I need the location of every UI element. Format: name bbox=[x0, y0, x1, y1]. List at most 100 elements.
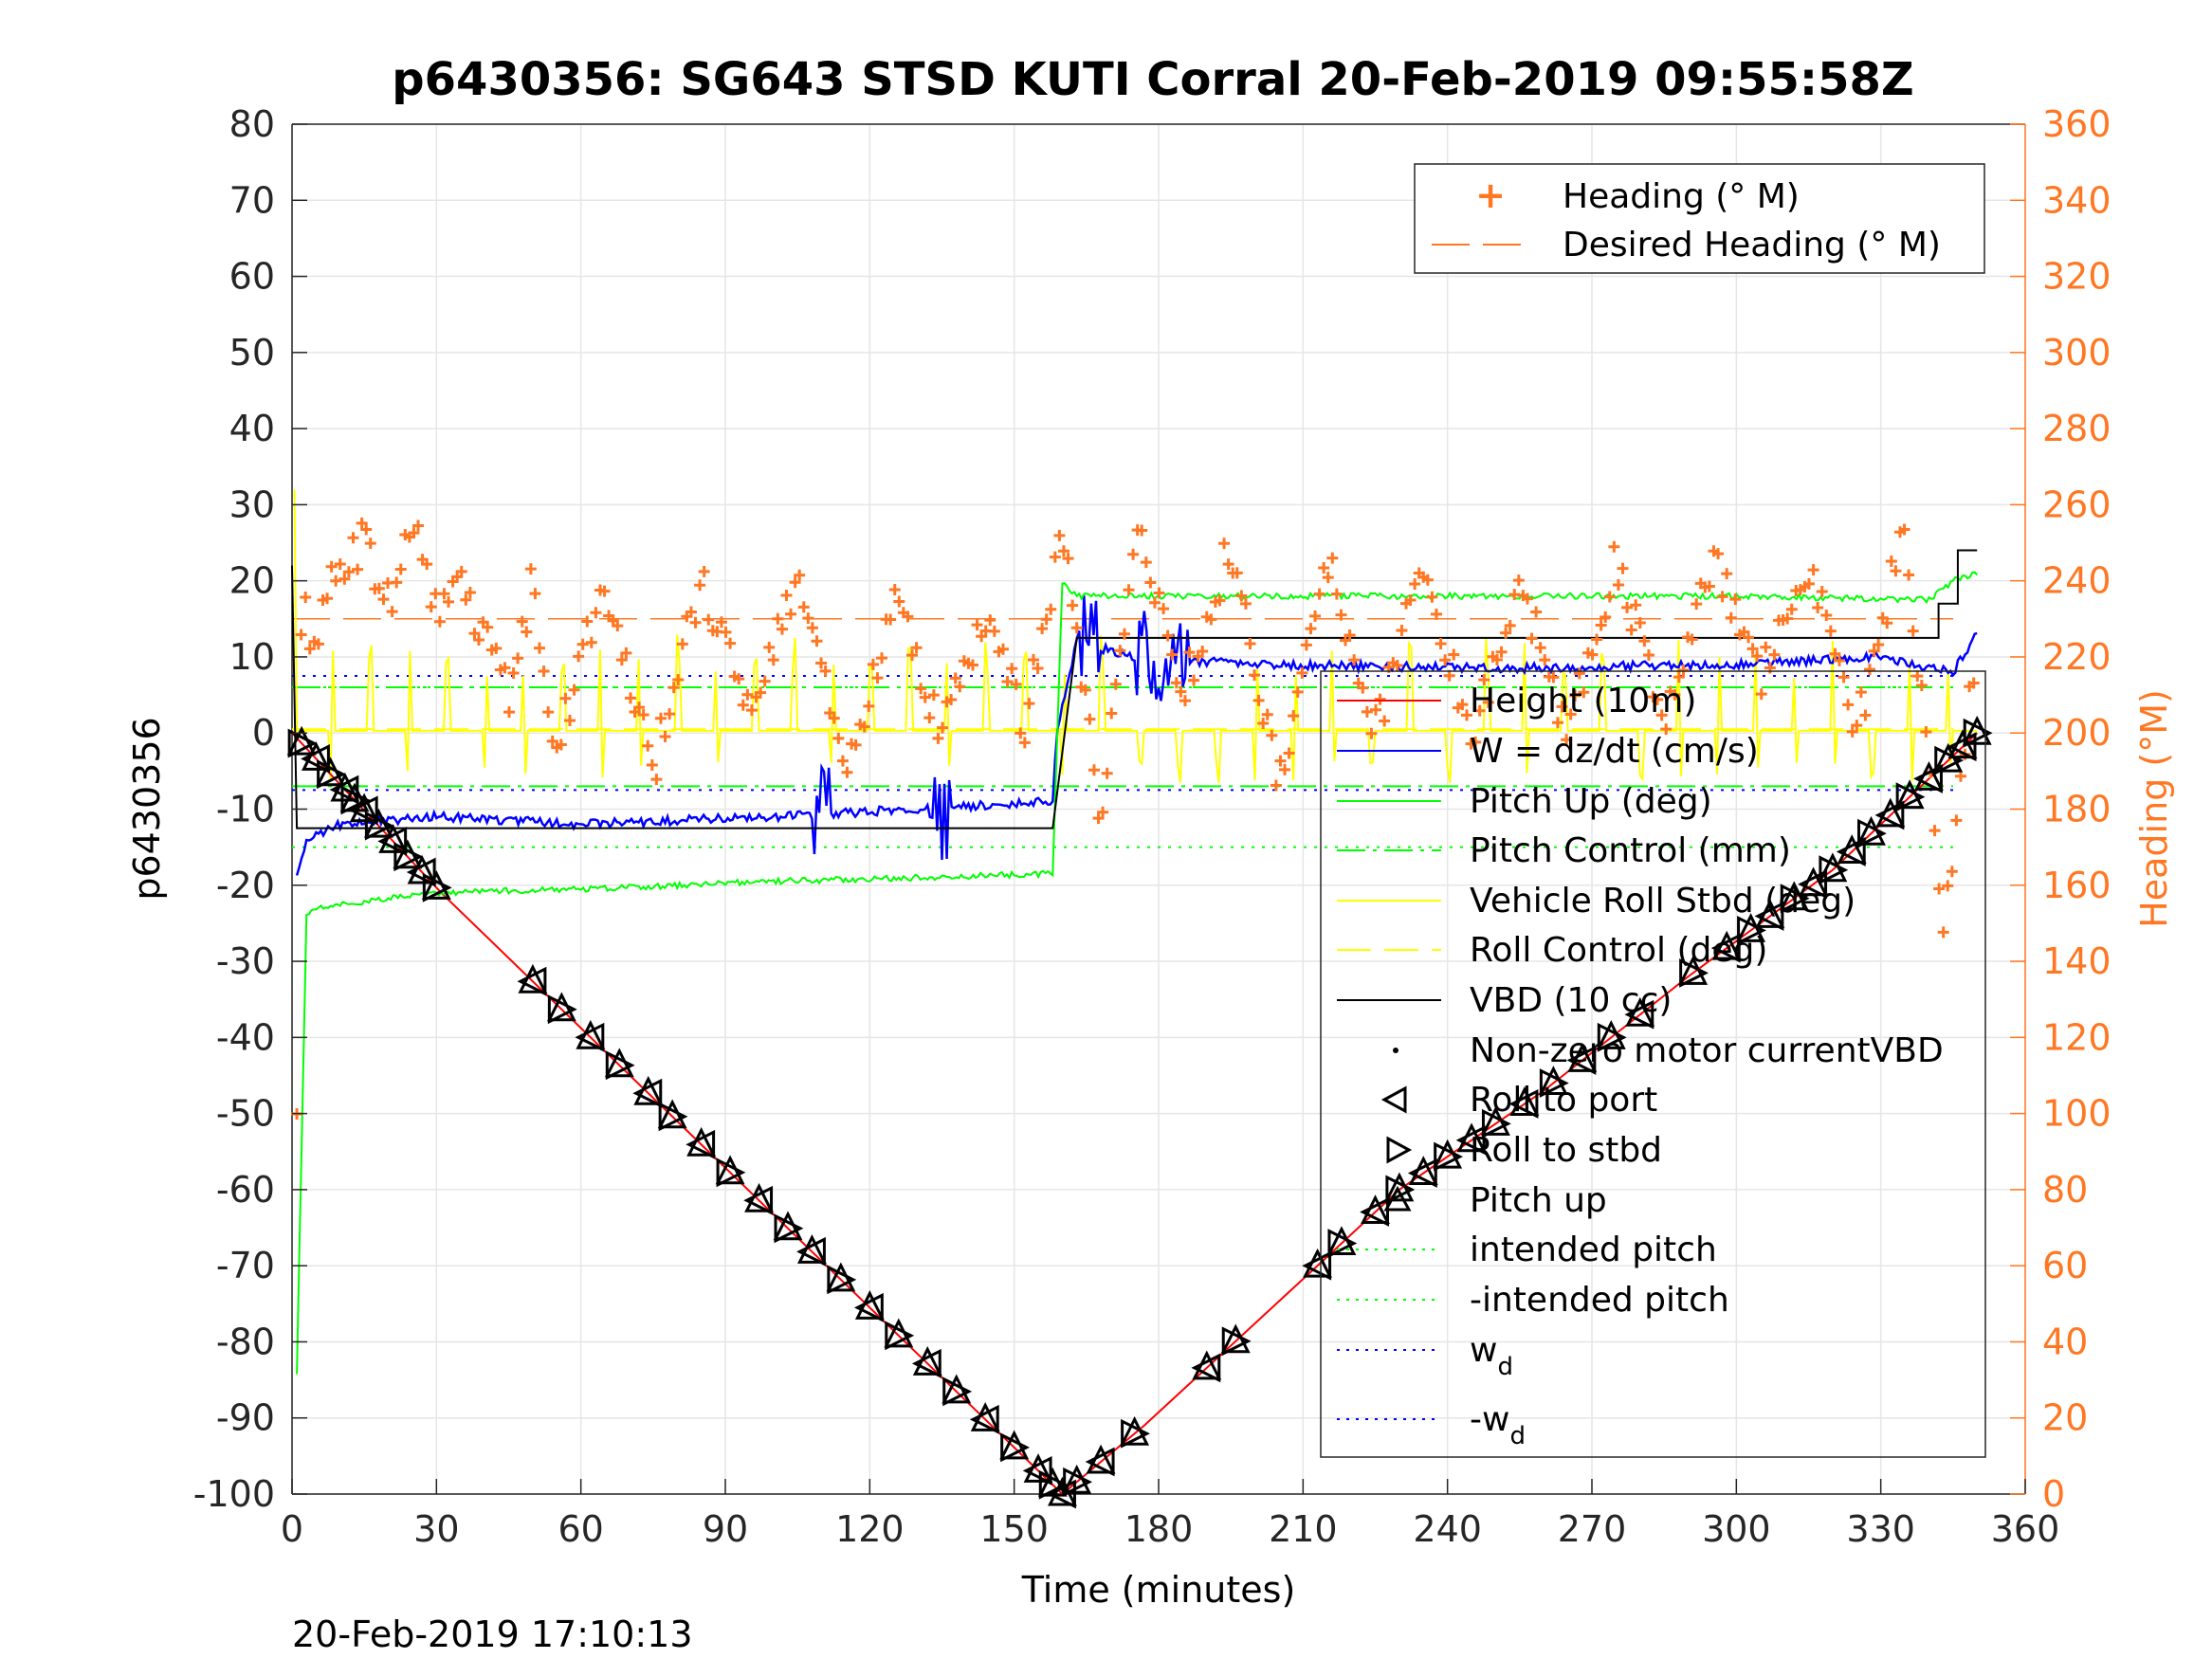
heading-point bbox=[1725, 611, 1737, 624]
heading-point bbox=[364, 538, 376, 550]
series-vbd-10-cc bbox=[291, 549, 1978, 830]
legend-entry-roll-port: Roll to port bbox=[1380, 1081, 1657, 1120]
triangle-marker bbox=[715, 1155, 745, 1185]
triangle-marker bbox=[1914, 761, 1944, 791]
heading-point bbox=[832, 732, 845, 744]
heading-point bbox=[1942, 880, 1954, 892]
heading-point bbox=[945, 693, 958, 705]
triangle-marker bbox=[827, 1265, 857, 1295]
heading-point bbox=[1015, 727, 1027, 739]
y-tick-label: -80 bbox=[216, 1321, 275, 1362]
heading-point bbox=[1166, 648, 1179, 661]
heading-point bbox=[1370, 703, 1382, 716]
heading-point bbox=[1716, 591, 1728, 603]
triangle-marker bbox=[1120, 1415, 1150, 1446]
heading-point bbox=[1586, 648, 1599, 661]
heading-point bbox=[1950, 814, 1963, 827]
heading-point bbox=[1036, 623, 1049, 635]
y-tick-label: 60 bbox=[229, 256, 275, 298]
heading-point bbox=[672, 673, 685, 685]
heading-point bbox=[1430, 608, 1442, 620]
main-legend-box bbox=[1320, 670, 1986, 1458]
y-tick-label: 80 bbox=[229, 103, 275, 145]
heading-point bbox=[1954, 770, 1966, 782]
heading-point bbox=[1534, 642, 1546, 654]
triangle-marker bbox=[1875, 797, 1906, 828]
triangle-marker bbox=[406, 857, 436, 887]
x-tick-label: 90 bbox=[703, 1508, 748, 1550]
heading-point bbox=[529, 588, 541, 600]
heading-point bbox=[620, 647, 632, 659]
legend-label-wd: wd bbox=[1470, 1331, 1513, 1381]
heading-point bbox=[330, 574, 342, 587]
heading-point bbox=[654, 712, 667, 724]
triangle-marker bbox=[796, 1236, 826, 1267]
y-tick-label: -20 bbox=[216, 865, 275, 906]
y-tick-label: -70 bbox=[216, 1245, 275, 1286]
triangle-marker bbox=[1221, 1326, 1252, 1357]
heading-point bbox=[1551, 717, 1563, 729]
heading-point bbox=[755, 686, 767, 699]
heading-point bbox=[1379, 715, 1391, 727]
y-tick-label: 0 bbox=[252, 712, 275, 754]
heading-point bbox=[646, 759, 658, 772]
legend-symbol-roll-port bbox=[1380, 1085, 1407, 1114]
heading-point bbox=[819, 665, 832, 677]
triangle-marker bbox=[1624, 999, 1654, 1030]
heading-point bbox=[386, 606, 398, 618]
triangle-marker bbox=[286, 725, 317, 756]
triangle-marker bbox=[744, 1182, 774, 1212]
heading-point bbox=[482, 621, 494, 633]
triangle-marker bbox=[942, 1376, 973, 1407]
heading-point bbox=[659, 730, 671, 742]
triangle-marker bbox=[316, 757, 346, 787]
legend-label-pitch-control: Pitch Control (mm) bbox=[1470, 831, 1791, 870]
heading-point bbox=[312, 638, 324, 650]
heading-point bbox=[1084, 713, 1096, 725]
y-tick-label: -10 bbox=[216, 789, 275, 830]
heading-point bbox=[720, 626, 732, 638]
heading-point bbox=[1937, 926, 1949, 939]
heading-point bbox=[745, 704, 758, 717]
triangle-marker bbox=[517, 966, 547, 996]
y2-tick-label: 200 bbox=[2042, 712, 2111, 754]
triangle-marker bbox=[1508, 1089, 1539, 1119]
legend-label-roll: Vehicle Roll Stbd (deg) bbox=[1470, 882, 1856, 921]
heading-point bbox=[1010, 678, 1022, 690]
triangle-marker bbox=[1000, 1432, 1031, 1463]
heading-point bbox=[1630, 599, 1642, 611]
y-tick-label: -30 bbox=[216, 940, 275, 982]
legend-label-wd-sub: d bbox=[1497, 1353, 1513, 1381]
triangle-markers bbox=[286, 715, 1993, 1509]
heading-point bbox=[585, 636, 597, 648]
heading-point bbox=[772, 612, 784, 625]
heading-point bbox=[1231, 567, 1243, 579]
triangle-marker bbox=[1047, 1479, 1076, 1509]
heading-point bbox=[633, 702, 646, 714]
heading-point bbox=[1890, 565, 1902, 577]
heading-point bbox=[581, 615, 594, 628]
triangle-marker bbox=[576, 1019, 606, 1049]
x-tick-label: 60 bbox=[558, 1508, 603, 1550]
heading-point bbox=[1490, 653, 1503, 665]
heading-point bbox=[1677, 665, 1690, 677]
triangle-marker bbox=[378, 824, 409, 853]
heading-point bbox=[1148, 596, 1161, 609]
legend-label-neg-wd-sub: d bbox=[1509, 1422, 1526, 1450]
heading-point bbox=[1057, 545, 1069, 557]
y2-tick-label: 300 bbox=[2042, 332, 2111, 374]
triangle-marker bbox=[1596, 1019, 1626, 1049]
legend-entry-pitch-control: Pitch Control (mm) bbox=[1337, 831, 1791, 870]
triangle-marker bbox=[1780, 884, 1810, 914]
heading-point bbox=[1625, 624, 1637, 636]
heading-point bbox=[615, 654, 628, 666]
legend-entry-height: Height (10m) bbox=[1337, 682, 1696, 720]
heading-point bbox=[1556, 701, 1568, 713]
triangle-marker bbox=[1566, 1045, 1597, 1075]
y2-tick-label: 180 bbox=[2042, 789, 2111, 830]
triangle-marker bbox=[348, 795, 378, 826]
y-tick-label: 50 bbox=[229, 332, 275, 374]
heading-point bbox=[789, 576, 801, 589]
heading-point bbox=[1158, 603, 1170, 615]
heading-point bbox=[1252, 694, 1265, 706]
